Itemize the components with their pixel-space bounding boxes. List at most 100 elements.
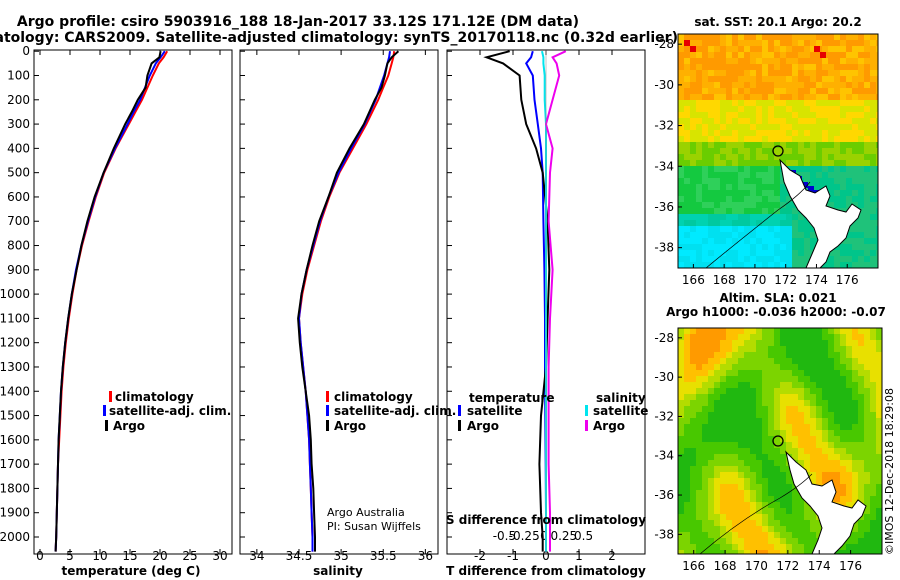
sla-cell [852, 478, 858, 484]
sst-cell [744, 46, 750, 52]
sst-cell [762, 250, 768, 256]
sla-cell [738, 508, 744, 514]
sst-cell [876, 106, 878, 112]
sla-cell [864, 370, 870, 376]
sla-cell [720, 484, 726, 490]
sst-cell [876, 142, 878, 148]
sla-cell [870, 448, 876, 454]
sla-cell [804, 454, 810, 460]
sla-cell [816, 394, 822, 400]
sst-cell [744, 100, 750, 106]
sst-cell [858, 238, 864, 244]
sst-cell [756, 262, 762, 268]
sst-cell [714, 202, 720, 208]
sla-cell [816, 424, 822, 430]
sst-cell [690, 76, 696, 82]
sla-cell [816, 526, 822, 532]
sla-cell [720, 526, 726, 532]
sst-cell [786, 262, 792, 268]
sla-cell [846, 364, 852, 370]
sst-cell [864, 130, 870, 136]
sst-cell [798, 40, 804, 46]
sst-cell [708, 142, 714, 148]
x-tick-label: 34 [249, 549, 264, 563]
sla-cell [732, 400, 738, 406]
sla-cell [840, 430, 846, 436]
sla-cell [720, 370, 726, 376]
sst-cell [774, 148, 780, 154]
sst-cell [696, 142, 702, 148]
sla-cell [840, 502, 846, 508]
sst-cell [756, 46, 762, 52]
sst-cell [876, 124, 878, 130]
sla-cell [864, 502, 870, 508]
sst-cell [708, 112, 714, 118]
sst-cell [702, 40, 708, 46]
sst-cell [750, 250, 756, 256]
sst-cell [792, 238, 798, 244]
sla-cell [762, 454, 768, 460]
sla-cell [804, 514, 810, 520]
sla-cell [840, 460, 846, 466]
x2-tick-label: 0.5 [574, 529, 593, 543]
sst-cell [726, 124, 732, 130]
sla-cell [858, 388, 864, 394]
sst-cell [738, 94, 744, 100]
sst-cell [726, 88, 732, 94]
sla-cell [684, 526, 690, 532]
sla-cell [876, 508, 882, 514]
sla-cell [810, 508, 816, 514]
sst-cell [846, 106, 852, 112]
sla-cell [696, 406, 702, 412]
sla-cell [708, 364, 714, 370]
sst-cell [780, 52, 786, 58]
sla-cell [726, 466, 732, 472]
sla-cell [816, 388, 822, 394]
sla-cell [804, 502, 810, 508]
sla-cell [852, 436, 858, 442]
sst-cell [762, 214, 768, 220]
sst-map-cells [678, 34, 878, 268]
sla-cell [864, 328, 870, 334]
sla-cell [756, 436, 762, 442]
sst-cell [852, 148, 858, 154]
sla-cell [768, 406, 774, 412]
map-y-tick-label: -38 [654, 241, 674, 255]
sla-cell [690, 526, 696, 532]
sst-cell [744, 262, 750, 268]
sst-cell [756, 142, 762, 148]
sla-cell [792, 400, 798, 406]
sla-cell [804, 334, 810, 340]
sst-cell [738, 262, 744, 268]
sla-cell [780, 328, 786, 334]
sst-cell [678, 34, 684, 40]
sla-cell [690, 436, 696, 442]
sla-cell [714, 394, 720, 400]
sla-cell [750, 388, 756, 394]
sst-cell [834, 178, 840, 184]
sst-cell [756, 160, 762, 166]
depth-tick-label: 500 [7, 166, 30, 180]
sla-cell [738, 328, 744, 334]
sst-cell [786, 94, 792, 100]
sla-cell [714, 340, 720, 346]
map-x-tick-label: 172 [774, 273, 797, 287]
sst-cell [702, 118, 708, 124]
sla-cell [678, 538, 684, 544]
sst-cell-hot [690, 46, 696, 52]
sst-cell [738, 130, 744, 136]
sla-cell [864, 514, 870, 520]
sla-cell [846, 430, 852, 436]
sla-cell [684, 364, 690, 370]
sla-cell [786, 526, 792, 532]
sst-cell [708, 214, 714, 220]
sla-cell [780, 508, 786, 514]
sst-cell [846, 64, 852, 70]
sst-cell [858, 160, 864, 166]
sla-cell [798, 370, 804, 376]
sla-cell [762, 406, 768, 412]
sla-cell [816, 454, 822, 460]
sla-cell [828, 430, 834, 436]
sla-cell [720, 346, 726, 352]
sst-cell [714, 220, 720, 226]
